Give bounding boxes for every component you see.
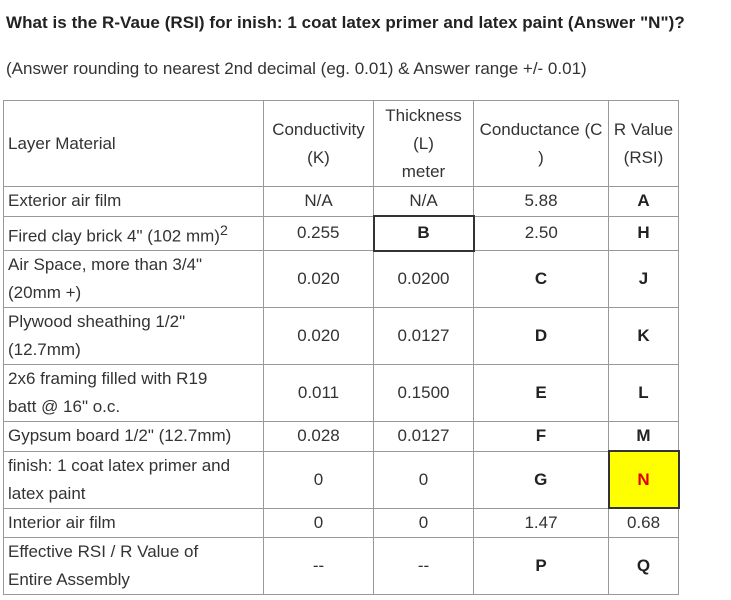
material-line-2: latex paint: [8, 483, 86, 503]
material-superscript: 2: [219, 222, 228, 239]
header-material: Layer Material: [3, 100, 264, 187]
header-conductivity-label: Conductivity: [272, 119, 365, 139]
cell-conductance: C: [473, 250, 609, 309]
material-line-2: (20mm +): [8, 283, 82, 303]
table-row: Gypsum board 1/2" (12.7mm) 0.028 0.0127 …: [3, 421, 679, 452]
cell-material: finish: 1 coat latex primer and latex pai…: [3, 450, 264, 509]
cell-conductivity: 0.255: [263, 215, 374, 252]
header-thickness-unit: (L): [413, 133, 434, 153]
material-line-1: finish: 1 coat latex primer and: [8, 455, 231, 475]
cell-rvalue: A: [608, 186, 679, 217]
material-line-1: Plywood sheathing 1/2": [8, 312, 186, 332]
cell-conductivity: 0.020: [263, 307, 374, 366]
header-conductivity-unit: (K): [307, 147, 330, 167]
table-header-row: Layer Material Conductivity (K) Thicknes…: [3, 100, 679, 187]
table-row: Plywood sheathing 1/2" (12.7mm) 0.020 0.0…: [3, 307, 679, 366]
table-row: Effective RSI / R Value of Entire Assembl…: [3, 537, 679, 596]
cell-conductance: G: [473, 450, 609, 509]
cell-thickness: 0: [373, 450, 474, 509]
question-text: What is the R-Vaue (RSI) for inish: 1 co…: [6, 13, 685, 32]
cell-thickness-answer-box: B: [372, 215, 475, 252]
table-row: 2x6 framing filled with R19 batt @ 16" o.…: [3, 364, 679, 423]
header-thickness: Thickness (L) meter: [373, 100, 474, 187]
cell-thickness: 0.0200: [373, 250, 474, 309]
rsi-table: Layer Material Conductivity (K) Thicknes…: [3, 100, 680, 596]
cell-material: Exterior air film: [3, 186, 264, 217]
cell-thickness: 0: [373, 507, 474, 539]
cell-conductance: F: [473, 421, 609, 452]
header-rvalue: R Value (RSI): [608, 100, 679, 187]
cell-conductivity: --: [263, 537, 374, 596]
material-line-1: 2x6 framing filled with R19: [8, 369, 208, 389]
header-conductance-label: Conductance (C: [479, 119, 603, 139]
header-conductivity: Conductivity (K): [263, 100, 374, 187]
header-thickness-label: Thickness: [385, 105, 462, 125]
cell-rvalue: L: [608, 364, 679, 423]
header-conductance: Conductance (C ): [473, 100, 609, 187]
cell-conductivity: 0: [263, 450, 374, 509]
cell-material: 2x6 framing filled with R19 batt @ 16" o.…: [3, 364, 264, 423]
cell-conductance: E: [473, 364, 609, 423]
table-row: Exterior air film N/A N/A 5.88 A: [3, 186, 679, 217]
material-line-1: Effective RSI / R Value of: [8, 542, 199, 562]
cell-thickness: --: [373, 537, 474, 596]
material-line-2: (12.7mm): [8, 340, 81, 360]
cell-rvalue-highlighted-answer: N: [607, 450, 680, 510]
cell-material: Effective RSI / R Value of Entire Assembl…: [3, 537, 264, 596]
cell-thickness: 0.0127: [373, 307, 474, 366]
cell-material: Air Space, more than 3/4" (20mm +): [3, 250, 264, 309]
cell-thickness: 0.0127: [373, 421, 474, 452]
material-line-1: Fired clay brick 4" (102 mm): [8, 226, 220, 246]
cell-rvalue: K: [608, 307, 679, 366]
cell-material: Gypsum board 1/2" (12.7mm): [3, 421, 264, 452]
cell-rvalue: M: [608, 421, 679, 452]
cell-rvalue: J: [608, 250, 679, 309]
rounding-note: (Answer rounding to nearest 2nd decimal …: [6, 59, 587, 78]
cell-material: Interior air film: [3, 507, 264, 539]
cell-conductivity: 0.020: [263, 250, 374, 309]
cell-conductivity: 0.028: [263, 421, 374, 452]
cell-thickness: 0.1500: [373, 364, 474, 423]
header-rvalue-unit: (RSI): [623, 147, 664, 167]
header-rvalue-label: R Value: [613, 119, 674, 139]
table-row: Interior air film 0 0 1.47 0.68: [3, 507, 679, 539]
cell-conductivity: N/A: [263, 186, 374, 217]
cell-conductance: 2.50: [473, 215, 609, 252]
cell-rvalue: 0.68: [608, 507, 679, 539]
header-material-label: Layer Material: [8, 133, 116, 153]
material-line-1: Gypsum board 1/2" (12.7mm): [8, 426, 232, 446]
table-row: Air Space, more than 3/4" (20mm +) 0.020 …: [3, 250, 679, 309]
material-line-1: Exterior air film: [8, 191, 122, 211]
cell-conductivity: 0.011: [263, 364, 374, 423]
cell-rvalue: H: [608, 215, 679, 252]
cell-thickness: N/A: [373, 186, 474, 217]
material-line-2: batt @ 16" o.c.: [8, 397, 121, 417]
material-line-1: Interior air film: [8, 512, 116, 532]
cell-conductance: 5.88: [473, 186, 609, 217]
cell-conductivity: 0: [263, 507, 374, 539]
table-row: Fired clay brick 4" (102 mm)2 0.255 B 2.…: [3, 215, 679, 252]
material-line-1: Air Space, more than 3/4": [8, 255, 203, 275]
cell-material: Fired clay brick 4" (102 mm)2: [3, 215, 264, 252]
header-conductance-close: ): [538, 147, 544, 167]
cell-conductance: D: [473, 307, 609, 366]
cell-material: Plywood sheathing 1/2" (12.7mm): [3, 307, 264, 366]
table-row: finish: 1 coat latex primer and latex pai…: [3, 450, 680, 510]
cell-conductance: P: [473, 537, 609, 596]
header-thickness-sub: meter: [401, 161, 446, 181]
cell-conductance: 1.47: [473, 507, 609, 539]
cell-rvalue: Q: [608, 537, 679, 596]
material-line-2: Entire Assembly: [8, 570, 130, 590]
